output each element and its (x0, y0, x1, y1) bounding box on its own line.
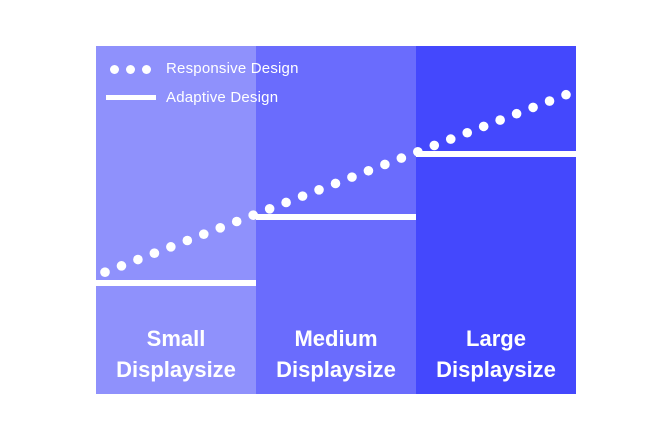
responsive-dot (149, 248, 160, 258)
responsive-dot (133, 254, 143, 265)
responsive-dot (281, 197, 291, 208)
responsive-dot (198, 229, 209, 239)
responsive-dot (429, 140, 440, 151)
responsive-dot (347, 172, 357, 182)
responsive-trend-dots (100, 89, 571, 277)
responsive-dot (396, 153, 407, 163)
legend-item-responsive: Responsive Design (106, 54, 299, 83)
responsive-dot (528, 102, 538, 113)
column-label-large-line2: Displaysize (436, 357, 556, 382)
adaptive-vs-responsive-diagram: Small Displaysize Medium Displaysize Lar… (96, 46, 576, 394)
responsive-dot (264, 204, 275, 214)
responsive-dot (445, 134, 456, 144)
responsive-dot (297, 191, 308, 201)
adaptive-step-small (96, 279, 256, 286)
responsive-dot (166, 242, 176, 252)
column-label-large-line1: Large (466, 326, 526, 351)
column-label-small-line2: Displaysize (116, 357, 236, 382)
responsive-dot (215, 223, 226, 233)
adaptive-step-large (416, 150, 576, 157)
responsive-dot (116, 261, 127, 271)
responsive-dot (248, 210, 258, 220)
solid-line-icon (106, 89, 156, 107)
column-label-medium-line2: Displaysize (276, 357, 396, 382)
responsive-dot (380, 159, 390, 170)
responsive-dot (544, 96, 555, 106)
column-medium-displaysize: Medium Displaysize (256, 46, 416, 394)
legend-label-adaptive: Adaptive Design (166, 89, 279, 106)
column-label-large: Large Displaysize (416, 323, 576, 385)
responsive-dot (231, 216, 242, 227)
legend-label-responsive: Responsive Design (166, 60, 299, 77)
column-label-small: Small Displaysize (96, 323, 256, 385)
legend-item-adaptive: Adaptive Design (106, 83, 299, 112)
dotted-line-icon (106, 60, 156, 78)
responsive-dot (495, 115, 505, 125)
responsive-dot (100, 267, 110, 277)
responsive-dot (363, 165, 374, 176)
legend: Responsive Design Adaptive Design (106, 54, 299, 112)
responsive-dot (330, 178, 341, 189)
responsive-dot (413, 146, 423, 157)
adaptive-step-medium (256, 213, 416, 220)
column-small-displaysize: Small Displaysize (96, 46, 256, 394)
responsive-dot (182, 235, 193, 246)
column-label-small-line1: Small (146, 326, 206, 351)
responsive-dot (561, 89, 571, 100)
column-label-medium: Medium Displaysize (256, 323, 416, 385)
responsive-dot (462, 127, 473, 138)
responsive-dot (511, 108, 522, 119)
responsive-dot (314, 184, 324, 195)
responsive-dot (478, 121, 489, 132)
column-label-medium-line1: Medium (294, 326, 378, 351)
